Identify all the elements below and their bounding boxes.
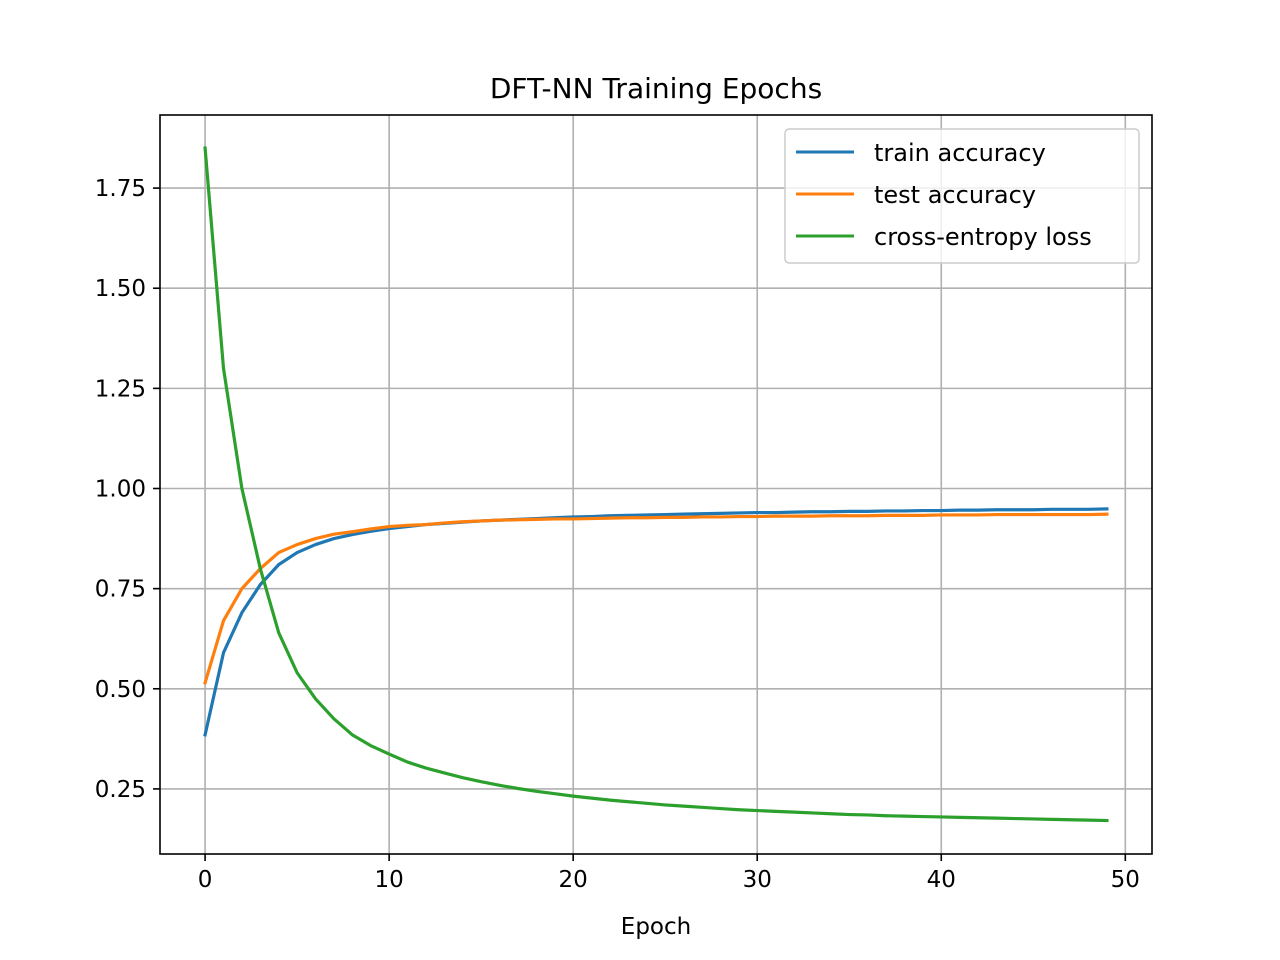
grid-lines — [160, 115, 1152, 854]
legend-box — [784, 128, 1140, 264]
x-tick-label: 0 — [198, 867, 213, 893]
y-tick-label: 0.25 — [95, 777, 146, 803]
x-tick-label: 20 — [559, 867, 588, 893]
legend-label-test-accuracy: test accuracy — [874, 181, 1036, 209]
series-line-cross-entropy-loss — [203, 146, 1109, 823]
legend-label-train-accuracy: train accuracy — [874, 139, 1046, 167]
y-tick-label: 1.50 — [95, 276, 146, 302]
x-tick-label: 10 — [374, 867, 403, 893]
chart-title: DFT-NN Training Epochs — [490, 72, 822, 105]
plot-frame — [159, 114, 1153, 855]
y-tick-label: 1.00 — [95, 477, 146, 503]
series-line-test-accuracy — [203, 512, 1109, 685]
x-tick-label: 40 — [927, 867, 956, 893]
series-line-train-accuracy — [203, 507, 1109, 737]
x-tick-label: 30 — [743, 867, 772, 893]
y-tick-label: 1.25 — [95, 376, 146, 402]
legend-label-cross-entropy-loss: cross-entropy loss — [874, 223, 1092, 251]
axis-ticks: 0 10 20 30 40 50 0.25 0.50 0.75 1.00 1.25 1.50 1.75 — [95, 176, 1140, 893]
y-tick-label: 0.50 — [95, 677, 146, 703]
y-tick-label: 1.75 — [95, 176, 146, 202]
y-tick-label: 0.75 — [95, 577, 146, 603]
legend: train accuracy test accuracy cross-entro… — [784, 128, 1140, 264]
x-tick-label: 50 — [1111, 867, 1140, 893]
x-axis-label: Epoch — [621, 914, 691, 940]
series-lines — [203, 146, 1109, 823]
